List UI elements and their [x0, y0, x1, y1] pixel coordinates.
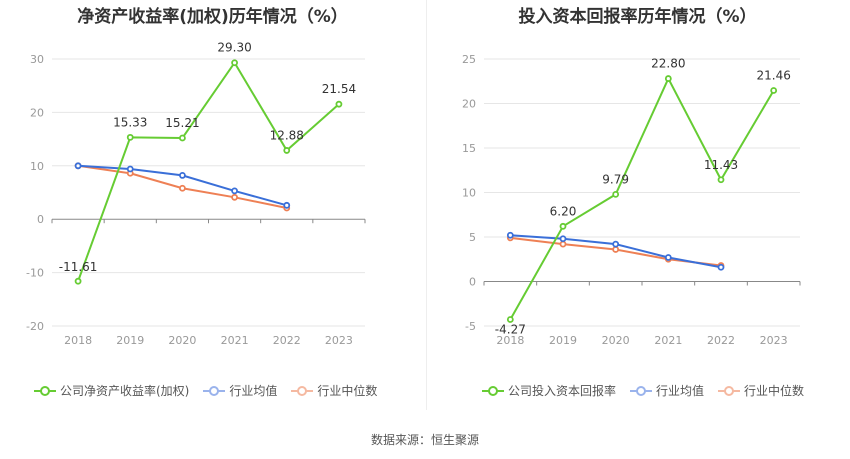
data-point — [231, 193, 238, 201]
legend-label: 行业中位数 — [317, 384, 378, 398]
data-point — [179, 184, 186, 192]
x-tick-label: 2020 — [168, 334, 196, 347]
legend-item-company-roe[interactable]: 公司净资产收益率(加权) — [34, 382, 189, 399]
data-label: 12.88 — [270, 128, 304, 142]
legend-item-industry-median[interactable]: 行业中位数 — [718, 382, 804, 399]
data-point — [231, 187, 238, 195]
data-point — [559, 240, 567, 248]
y-tick-label: 10 — [462, 187, 476, 200]
x-tick-label: 2018 — [496, 334, 524, 347]
data-point — [506, 231, 514, 239]
charts-canvas: 30 20 10 0 -10 -20 2018 2019 2020 2021 2022 2023 -11… — [26, 41, 801, 347]
data-point — [74, 162, 82, 170]
chart-title-roe: 净资产收益率(加权)历年情况（%） — [77, 7, 348, 27]
legend-roe: 公司净资产收益率(加权) 行业均值 行业中位数 — [34, 382, 391, 399]
data-label: 15.33 — [113, 115, 147, 129]
legend-label: 行业中位数 — [744, 384, 805, 398]
legend-swatch-icon — [34, 385, 56, 396]
legend-item-industry-mean[interactable]: 行业均值 — [203, 382, 277, 399]
data-label: 29.30 — [217, 41, 251, 55]
y-tick-label: -5 — [465, 320, 476, 333]
x-tick-label: 2020 — [602, 334, 630, 347]
data-point — [283, 147, 291, 154]
data-label: 11.43 — [704, 158, 738, 172]
legend-item-company-roic[interactable]: 公司投入资本回报率 — [482, 382, 616, 399]
y-tick-label: 25 — [462, 53, 476, 66]
data-point — [612, 190, 620, 198]
data-label: 9.79 — [602, 172, 629, 186]
legend-label: 行业均值 — [656, 384, 705, 398]
series-line — [509, 76, 775, 320]
data-source-note: 数据来源：恒生聚源 — [370, 433, 479, 447]
x-tick-label: 2019 — [549, 334, 577, 347]
x-tick-label: 2021 — [654, 334, 682, 347]
legend-swatch-icon — [291, 385, 314, 396]
data-point — [559, 235, 567, 243]
legend-swatch-icon — [203, 385, 226, 396]
data-label: 22.80 — [651, 57, 685, 71]
y-tick-label: 20 — [462, 98, 476, 111]
y-tick-label: 0 — [469, 276, 476, 289]
data-point — [612, 240, 620, 248]
data-point — [179, 134, 186, 142]
series-line — [77, 60, 340, 282]
x-tick-label: 2018 — [64, 334, 92, 347]
y-tick-label: 20 — [30, 106, 44, 119]
data-point — [612, 246, 620, 253]
data-point — [506, 316, 514, 323]
data-label: -11.61 — [59, 260, 98, 274]
data-point — [559, 222, 567, 230]
data-point — [283, 201, 291, 209]
data-label: 21.46 — [756, 69, 790, 83]
y-tick-label: 10 — [30, 160, 44, 173]
x-tick-label: 2023 — [325, 334, 353, 347]
data-point — [664, 254, 672, 261]
legend-label: 公司净资产收益率(加权) — [60, 384, 190, 398]
legend-label: 公司投入资本回报率 — [508, 384, 617, 398]
y-tick-label: 5 — [469, 231, 476, 244]
data-point — [74, 277, 82, 285]
legend-label: 行业均值 — [229, 384, 278, 398]
legend-roic: 公司投入资本回报率 行业均值 行业中位数 — [482, 382, 818, 399]
data-label: 21.54 — [322, 82, 356, 96]
data-point — [770, 87, 778, 94]
data-point — [126, 133, 134, 141]
x-tick-label: 2023 — [760, 334, 788, 347]
legend-swatch-icon — [718, 385, 741, 396]
y-tick-label: 15 — [462, 142, 476, 155]
data-point — [664, 75, 672, 82]
legend-swatch-icon — [630, 385, 653, 396]
y-tick-label: -20 — [26, 320, 44, 333]
chart-title-roic: 投入资本回报率历年情况（%） — [518, 7, 757, 27]
data-point — [179, 172, 186, 179]
panel-divider — [426, 0, 427, 410]
data-point — [335, 100, 343, 108]
data-label: 6.20 — [550, 204, 577, 218]
x-tick-label: 2019 — [116, 334, 144, 347]
data-point — [717, 176, 725, 184]
y-tick-label: 30 — [30, 53, 44, 66]
y-tick-label: 0 — [37, 213, 44, 226]
x-tick-label: 2021 — [221, 334, 249, 347]
data-label: -4.27 — [495, 323, 526, 337]
y-tick-label: -10 — [26, 267, 44, 280]
data-label: 15.21 — [165, 116, 199, 130]
legend-swatch-icon — [482, 385, 504, 396]
data-point — [126, 165, 134, 173]
x-tick-label: 2022 — [273, 334, 301, 347]
data-point — [231, 59, 238, 67]
x-tick-label: 2022 — [707, 334, 735, 347]
data-point — [717, 263, 725, 271]
legend-item-industry-mean[interactable]: 行业均值 — [630, 382, 704, 399]
legend-item-industry-median[interactable]: 行业中位数 — [291, 382, 377, 399]
